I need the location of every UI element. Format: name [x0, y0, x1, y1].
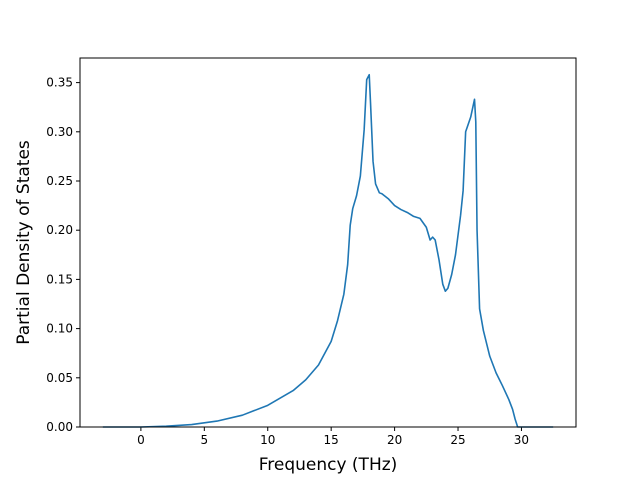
y-tick-label: 0.20 — [46, 223, 73, 237]
pdos-series-line — [102, 73, 554, 428]
y-tick-label: 0.10 — [46, 322, 73, 336]
y-tick-label: 0.05 — [46, 371, 73, 385]
x-axis-label: Frequency (THz) — [259, 455, 398, 475]
x-tick-label: 10 — [260, 433, 275, 447]
y-axis-ticks: 0.00 0.05 0.10 0.15 0.20 0.25 0.30 0.35 — [46, 76, 80, 434]
x-tick-label: 30 — [514, 433, 529, 447]
plot-frame — [79, 57, 577, 428]
x-tick-label: 25 — [450, 433, 465, 447]
y-tick-label: 0.00 — [46, 420, 73, 434]
y-tick-label: 0.30 — [46, 125, 73, 139]
x-tick-label: 0 — [137, 433, 145, 447]
x-tick-label: 20 — [387, 433, 402, 447]
x-tick-label: 5 — [200, 433, 208, 447]
y-axis-label: Partial Density of States — [14, 140, 34, 345]
y-tick-label: 0.35 — [46, 76, 73, 90]
y-tick-label: 0.15 — [46, 272, 73, 286]
x-axis-ticks: 0 5 10 15 20 25 30 — [137, 427, 529, 447]
x-tick-label: 15 — [324, 433, 339, 447]
plot-area — [80, 58, 576, 427]
y-tick-label: 0.25 — [46, 174, 73, 188]
